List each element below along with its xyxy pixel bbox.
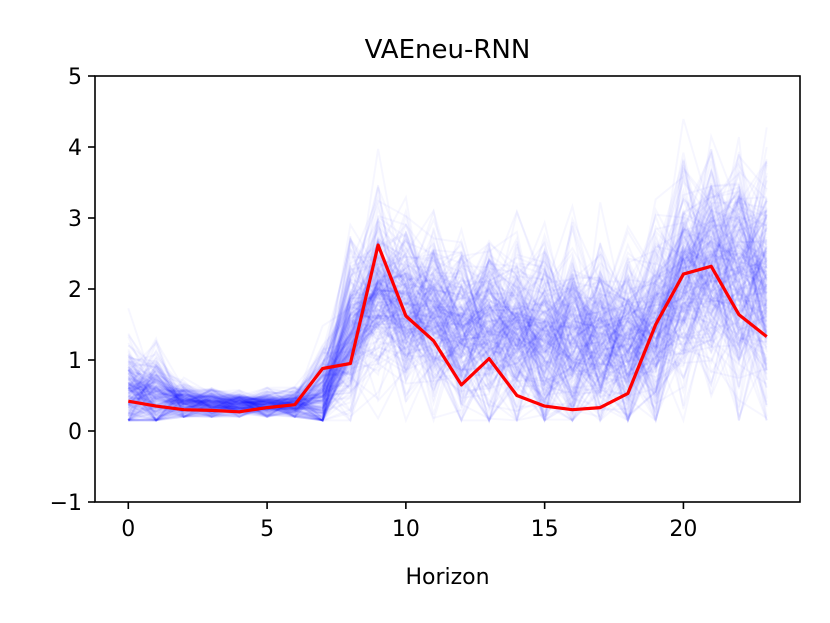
x-tick-label: 0: [121, 517, 135, 542]
y-tick-label: 3: [68, 207, 82, 232]
y-tick-label: 0: [68, 420, 82, 445]
chart-title: VAEneu-RNN: [365, 35, 531, 65]
x-axis-label: Horizon: [405, 565, 489, 590]
y-tick-label: −1: [50, 491, 82, 516]
y-tick-label: 4: [68, 136, 82, 161]
axes: 0 5 10 15 20 −1 0 1 2 3 4 5: [50, 65, 801, 542]
x-tick-label: 20: [669, 517, 697, 542]
ensemble-lines: [128, 119, 766, 420]
series-lines: [128, 243, 768, 414]
y-tick-label: 2: [68, 278, 82, 303]
y-tick-label: 5: [68, 65, 82, 90]
series-line: [128, 243, 768, 414]
x-tick-label: 15: [531, 517, 559, 542]
x-tick-label: 5: [260, 517, 274, 542]
y-tick-label: 1: [68, 349, 82, 374]
x-tick-label: 10: [392, 517, 420, 542]
